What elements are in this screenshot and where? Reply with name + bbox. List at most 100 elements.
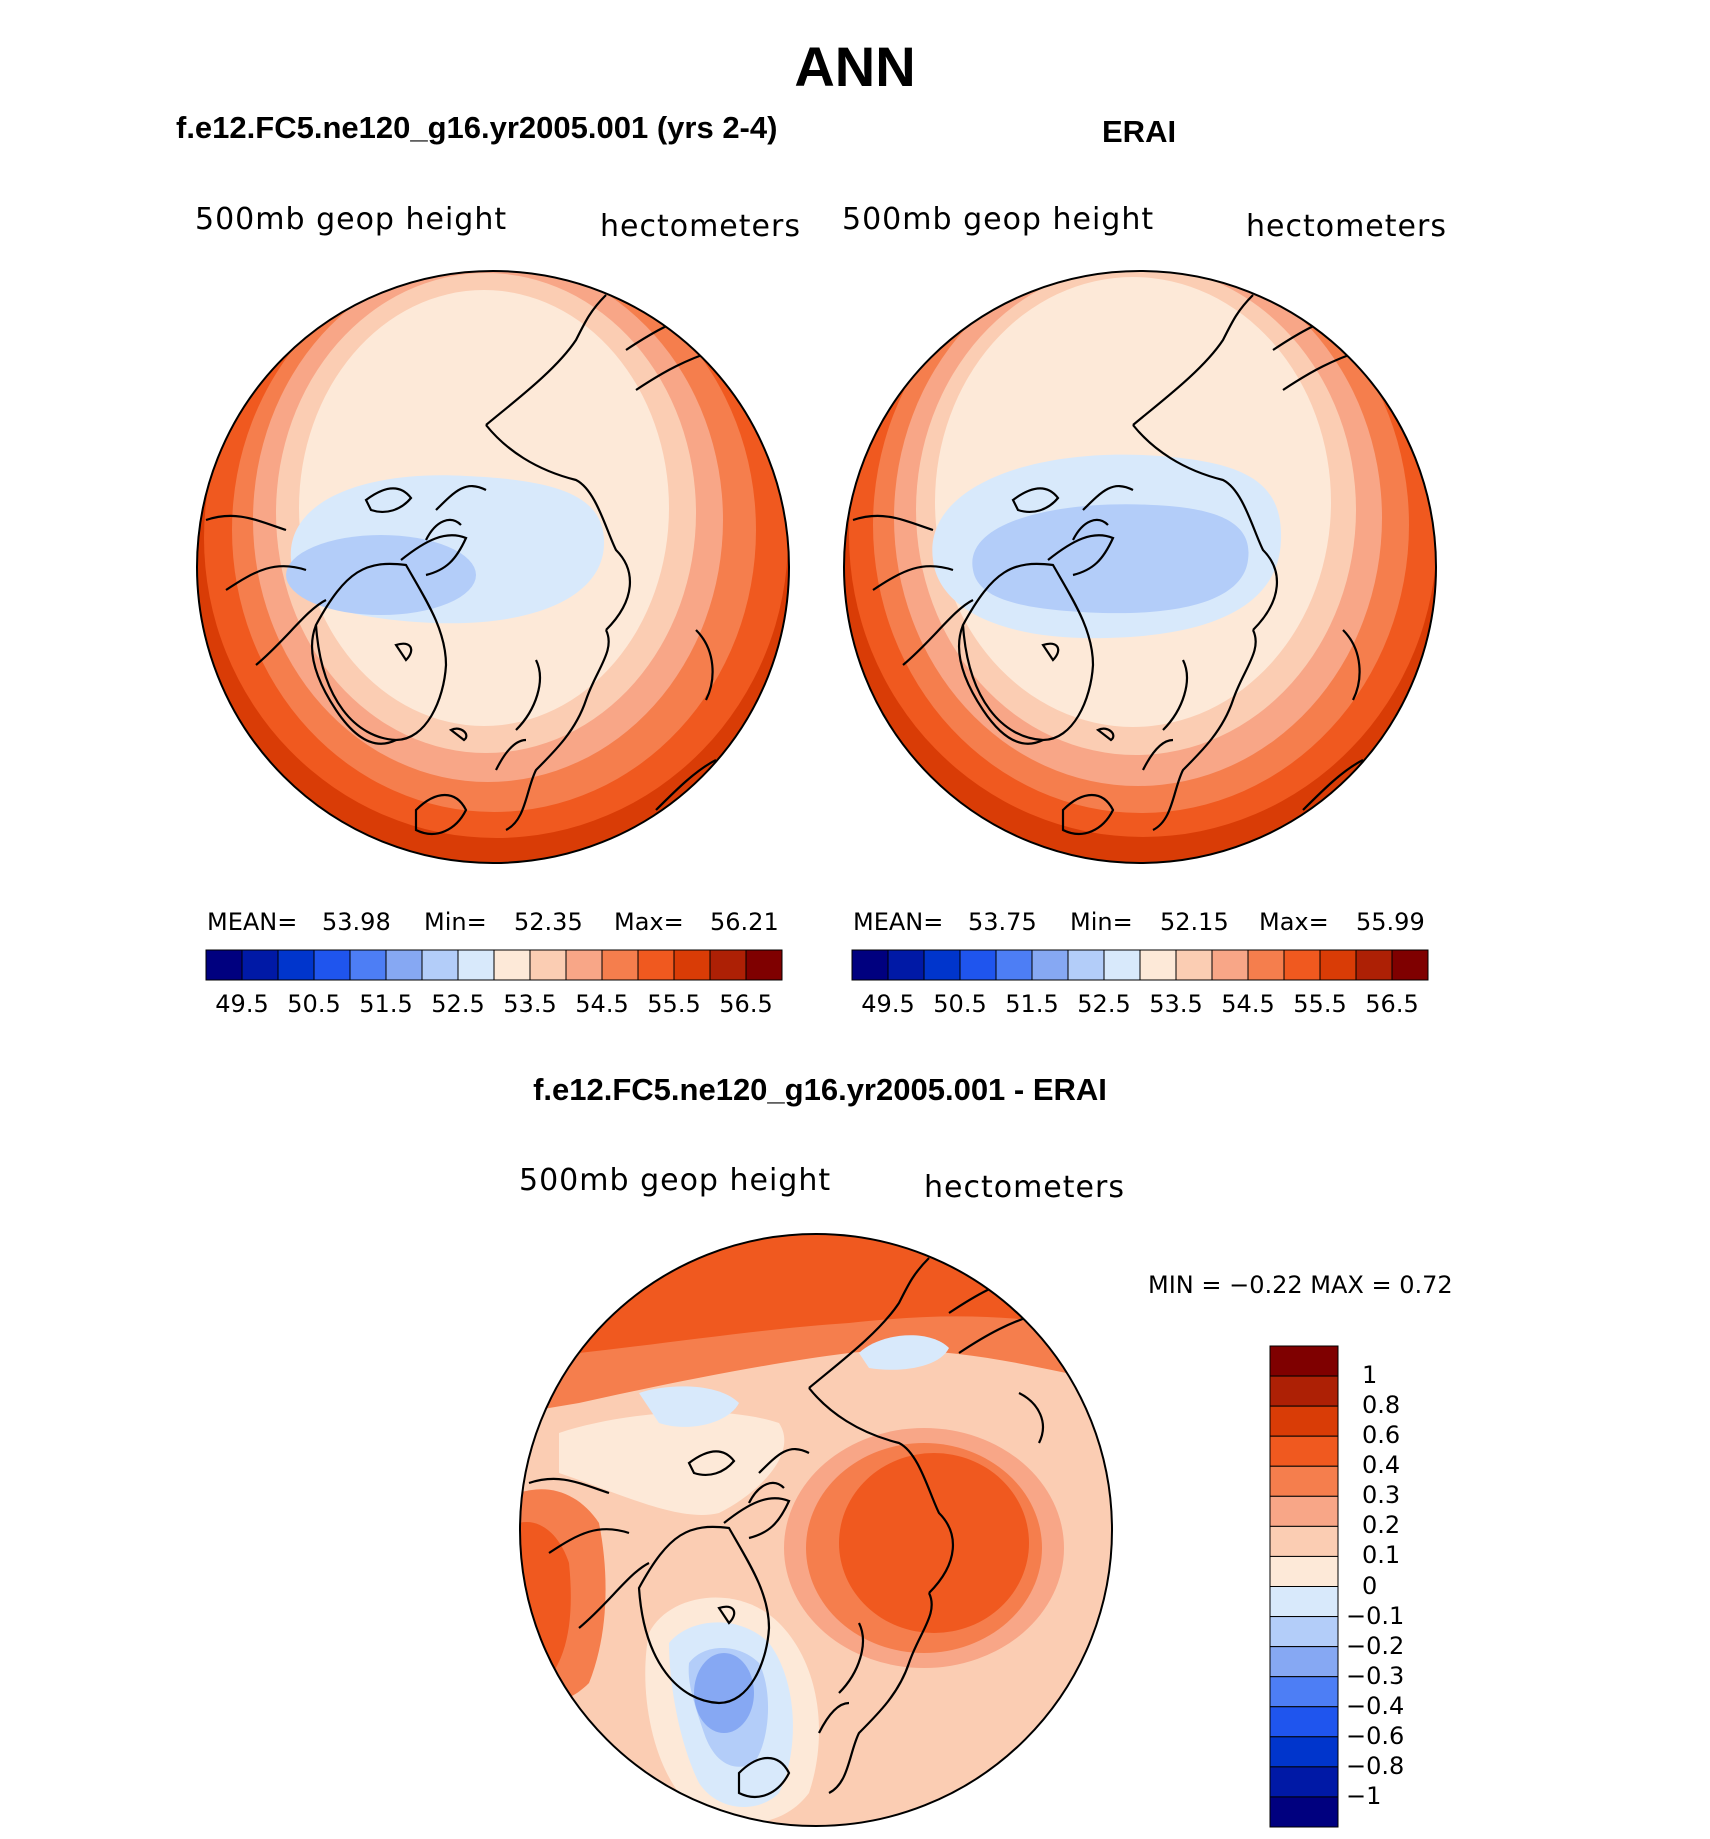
colorbar-swatch [887,949,925,981]
colorbar-swatch [1269,1375,1339,1407]
colorbar-swatch [1269,1345,1339,1377]
colorbar-tick-label: −0.3 [1346,1661,1405,1690]
panel-obs-max-label: Max= [1259,908,1329,936]
colorbar-swatch [457,949,495,981]
colorbar-swatch [1031,949,1069,981]
colorbar-swatch [529,949,567,981]
colorbar-tick-label: 0.3 [1362,1481,1401,1510]
colorbar-tick-label: 0.4 [1362,1451,1401,1480]
contour-band-0-4 [839,1453,1029,1633]
colorbar-model [205,949,783,981]
coastlines [528,1257,1044,1798]
colorbar-swatch [1247,949,1285,981]
colorbar-tick-label: 54.5 [1221,990,1275,1018]
contour-band-neg-0-1-a [639,1386,739,1427]
colorbar-swatch [1211,949,1249,981]
colorbar-swatch [959,949,997,981]
panel-obs-min-value: 52.15 [1160,908,1229,936]
colorbar-tick-label: −0.1 [1346,1601,1405,1630]
colorbar-swatch [1269,1766,1339,1798]
panel-obs-mean-value: 53.75 [968,908,1037,936]
colorbar-swatch [1269,1525,1339,1557]
colorbar-swatch [1269,1646,1339,1678]
colorbar-tick-label: 49.5 [215,990,269,1018]
panel-model-min-value: 52.35 [514,908,583,936]
colorbar-tick-label: 52.5 [431,990,485,1018]
panel-obs-title: ERAI [1102,114,1177,149]
panel-model-field-label: 500mb geop height [195,202,508,237]
colorbar-tick-label: −0.8 [1346,1751,1405,1780]
colorbar-swatch [1269,1465,1339,1497]
colorbar-tick-label: 53.5 [1149,990,1203,1018]
panel-diff-minmax: MIN = −0.22 MAX = 0.72 [1148,1271,1453,1299]
panel-model-title: f.e12.FC5.ne120_g16.yr2005.001 (yrs 2-4) [176,110,778,145]
colorbar-swatch [1269,1555,1339,1587]
colorbar-tick-label: 55.5 [647,990,701,1018]
colorbar-swatch [745,949,783,981]
colorbar-swatch [205,949,243,981]
panel-obs-field-label: 500mb geop height [842,202,1155,237]
colorbar-tick-label: −0.4 [1346,1691,1405,1720]
panel-obs-units-label: hectometers [1246,209,1447,244]
colorbar-tick-label: 50.5 [287,990,341,1018]
colorbar-diff-ticks: 1 0.8 0.6 0.4 0.3 0.2 0.1 0 −0.1 −0.2 −0.3 −0.4 −0.6… [1346,1346,1466,1827]
map-obs-border [843,270,1437,864]
colorbar-tick-label: 0.1 [1362,1541,1401,1570]
panel-diff-title: f.e12.FC5.ne120_g16.yr2005.001 - ERAI [533,1072,1107,1107]
colorbar-tick-label: 56.5 [1365,990,1419,1018]
colorbar-tick-label: −0.6 [1346,1721,1405,1750]
colorbar-swatch [1355,949,1393,981]
contour-band-52-5 [286,535,476,615]
colorbar-model-ticks: 49.5 50.5 51.5 52.5 53.5 54.5 55.5 56.5 [206,990,782,1020]
contour-band-neg-0-3 [694,1653,754,1733]
panel-obs-mean-label: MEAN= [853,908,944,936]
colorbar-tick-label: −1 [1346,1781,1382,1810]
colorbar-swatch [851,949,889,981]
contour-band-52-5 [972,504,1249,614]
map-model [196,270,790,864]
colorbar-swatch [1269,1796,1339,1828]
contour-band-0 [559,1412,785,1515]
colorbar-tick-label: 1 [1362,1361,1378,1390]
panel-model-max-label: Max= [614,908,684,936]
colorbar-swatch [385,949,423,981]
figure-title: ANN [794,35,916,98]
colorbar-swatch [1103,949,1141,981]
colorbar-tick-label: 54.5 [575,990,629,1018]
panel-diff-units-label: hectometers [924,1170,1125,1205]
colorbar-swatch [1139,949,1177,981]
colorbar-tick-label: 0.8 [1362,1391,1401,1420]
colorbar-tick-label: 56.5 [719,990,773,1018]
coastlines [852,294,1364,835]
colorbar-tick-label: 55.5 [1293,990,1347,1018]
colorbar-tick-label: 52.5 [1077,990,1131,1018]
colorbar-swatch [1067,949,1105,981]
map-diff-border [519,1233,1113,1827]
panel-diff-field-label: 500mb geop height [519,1163,832,1198]
colorbar-swatch [349,949,387,981]
colorbar-diff [1269,1345,1339,1828]
panel-model-max-value: 56.21 [710,908,779,936]
colorbar-swatch [1269,1435,1339,1467]
colorbar-obs-ticks: 49.5 50.5 51.5 52.5 53.5 54.5 55.5 56.5 [852,990,1428,1020]
colorbar-swatch [1319,949,1357,981]
colorbar-swatch [1175,949,1213,981]
map-diff [519,1233,1113,1827]
colorbar-swatch [709,949,747,981]
colorbar-swatch [277,949,315,981]
colorbar-swatch [565,949,603,981]
colorbar-swatch [1269,1405,1339,1437]
colorbar-swatch [1283,949,1321,981]
colorbar-tick-label: 53.5 [503,990,557,1018]
colorbar-swatch [493,949,531,981]
colorbar-tick-label: 51.5 [1005,990,1059,1018]
colorbar-tick-label: −0.2 [1346,1631,1405,1660]
colorbar-swatch [1269,1736,1339,1768]
panel-model-mean-value: 53.98 [322,908,391,936]
colorbar-swatch [1269,1586,1339,1618]
colorbar-tick-label: 0.6 [1362,1421,1401,1450]
colorbar-tick-label: 49.5 [861,990,915,1018]
panel-model-units-label: hectometers [600,209,801,244]
colorbar-swatch [421,949,459,981]
colorbar-tick-label: 0 [1362,1571,1378,1600]
